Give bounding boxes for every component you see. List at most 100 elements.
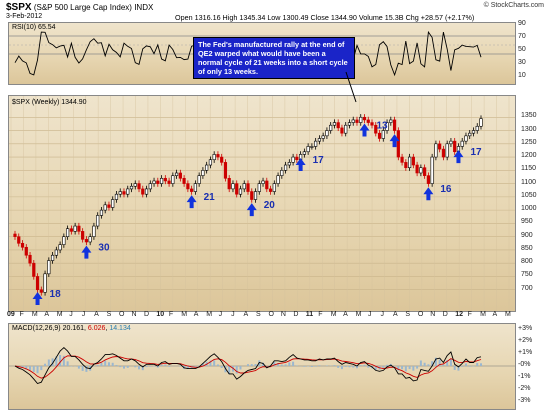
candle-body	[163, 177, 167, 182]
macd-chart	[9, 346, 515, 385]
candle-body	[182, 177, 186, 184]
macd-hist-bar	[265, 366, 268, 367]
candle-body	[475, 125, 479, 131]
candle-body	[423, 167, 427, 176]
candle-body	[81, 231, 85, 240]
macd-hist-bar	[126, 366, 129, 368]
macd-hist-bar	[363, 364, 366, 366]
x-tick: M	[56, 311, 63, 318]
candle-body	[453, 140, 457, 153]
annotation-pointer	[345, 71, 357, 103]
x-tick: M	[181, 311, 188, 318]
exchange: INDX	[134, 3, 154, 12]
macd-tick: +3%	[518, 325, 533, 332]
x-tick: O	[417, 311, 424, 318]
cycle-low-arrow	[186, 195, 197, 209]
macd-tick: +2%	[518, 337, 533, 344]
candle-body	[197, 175, 201, 184]
macd-hist-bar	[397, 366, 400, 371]
candle-body	[389, 119, 393, 123]
macd-hist-bar	[59, 354, 62, 366]
candle-body	[464, 135, 468, 142]
price-tick: 950	[521, 218, 533, 226]
candle-body	[144, 188, 149, 195]
rsi-label: RSI(10) 65.54	[12, 24, 56, 31]
rsi-tick: 50	[518, 46, 526, 53]
candle-body	[96, 215, 100, 227]
price-tick: 1000	[521, 205, 537, 213]
candle-body	[355, 119, 359, 123]
macd-prefix: MACD(12,26,9)	[12, 325, 61, 332]
x-tick: O	[268, 311, 274, 318]
macd-hist-bar	[382, 366, 385, 368]
cycle-low-arrow	[359, 123, 370, 137]
candle-body	[295, 156, 299, 161]
candle-body	[314, 140, 318, 147]
x-tick: D	[442, 311, 448, 318]
rsi-tick: 30	[518, 59, 526, 66]
x-tick: J	[231, 311, 235, 318]
macd-hist-bar	[168, 366, 171, 367]
macd-hist-bar	[318, 365, 321, 366]
candle-body	[28, 254, 32, 264]
candle-body	[235, 183, 239, 195]
macd-hist-bar	[194, 366, 197, 368]
candle-body	[126, 188, 130, 195]
candle-body	[411, 156, 415, 166]
macd-hist-bar	[134, 366, 137, 368]
candle-body	[351, 119, 355, 123]
candle-body	[159, 177, 164, 184]
candle-body	[156, 180, 160, 184]
candle-body	[253, 191, 258, 200]
macd-hist-bar	[288, 362, 291, 366]
macd-hist-bar	[201, 363, 204, 366]
candle-body	[306, 146, 310, 153]
price-tick: 1200	[521, 152, 537, 160]
rsi-tick: 70	[518, 33, 526, 40]
x-tick: A	[44, 311, 50, 318]
macd-hist-bar	[96, 364, 99, 366]
candle-body	[479, 118, 483, 127]
macd-hist-bar	[273, 361, 276, 366]
price-label: $SPX (Weekly) 1344.90	[12, 99, 87, 106]
macd-hist-bar	[186, 366, 189, 369]
candle-body	[246, 183, 250, 192]
candle-body	[43, 273, 47, 293]
candle-body	[47, 260, 51, 275]
macd-line	[14, 346, 482, 385]
macd-hist-bar	[262, 362, 265, 366]
price-tick: 850	[521, 244, 533, 252]
macd-hist-bar	[367, 366, 370, 368]
x-tick: S	[405, 311, 411, 318]
macd-hist-bar	[66, 361, 69, 366]
macd-hist-bar	[340, 366, 343, 370]
candle-body	[317, 138, 322, 142]
hist-value: 14.134	[109, 325, 131, 332]
macd-tick: -1%	[518, 373, 531, 380]
macd-hist-bar	[442, 364, 445, 366]
x-tick: J	[69, 311, 73, 318]
candle-body	[238, 188, 243, 195]
macd-hist-bar	[464, 363, 467, 366]
x-tick: S	[256, 311, 261, 318]
macd-hist-bar	[427, 364, 430, 366]
x-tick: N	[131, 311, 137, 318]
macd-hist-bar	[434, 357, 437, 366]
chart-header: $SPX (S&P 500 Large Cap Index) INDX	[6, 2, 153, 13]
candle-body	[148, 183, 152, 190]
candle-body	[276, 175, 280, 184]
candle-body	[325, 130, 329, 137]
macd-hist-bar	[228, 366, 231, 375]
candle-body	[400, 156, 404, 163]
cycle-low-arrow	[32, 292, 43, 305]
candle-body	[32, 262, 36, 277]
x-tick: J	[218, 311, 223, 318]
candle-body	[216, 154, 220, 158]
x-tick: A	[492, 311, 498, 318]
candle-body	[268, 188, 273, 192]
candle-body	[174, 172, 179, 176]
rsi-tick: 90	[518, 20, 526, 27]
cycle-length-label: 30	[98, 243, 110, 254]
candle-body	[374, 124, 378, 134]
macd-tick: +1%	[518, 349, 533, 356]
